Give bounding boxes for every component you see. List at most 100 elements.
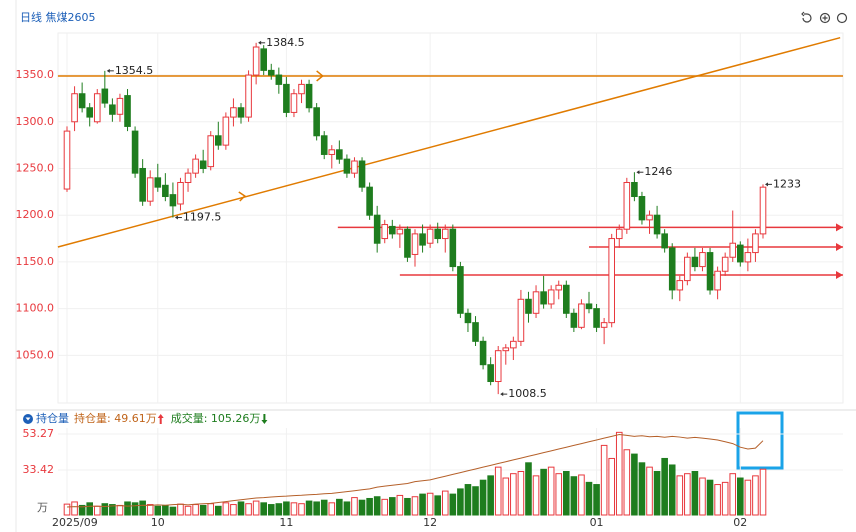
volume-bar <box>691 471 699 516</box>
candle-body <box>623 181 631 230</box>
volume-bar <box>78 504 86 516</box>
extreme-label: 1246 <box>644 165 672 178</box>
candle-body <box>177 181 184 205</box>
x-tick-label: 2025/09 <box>52 516 98 529</box>
candle-body <box>449 228 457 268</box>
candle-body <box>419 233 426 246</box>
volume-bar <box>358 499 366 516</box>
candle-body <box>510 340 517 349</box>
candle-body <box>479 340 487 366</box>
marker-arrow <box>500 392 504 397</box>
candle-body <box>706 252 714 291</box>
volume-bar <box>593 484 600 516</box>
volume-bar <box>351 497 358 516</box>
volume-bar <box>555 473 563 516</box>
zoom-out-icon[interactable] <box>836 12 848 24</box>
volume-bar <box>154 505 162 516</box>
candle-body <box>563 284 570 314</box>
volume-bar <box>336 498 343 516</box>
candle-body <box>366 186 373 216</box>
candle-body <box>638 196 646 221</box>
volume-bar <box>290 502 298 516</box>
candle-body <box>320 135 328 155</box>
volume-bar <box>298 503 305 516</box>
volume-bar <box>177 503 184 516</box>
volume-bar <box>313 501 320 516</box>
volume-bar <box>192 504 199 516</box>
candle-body <box>532 291 540 314</box>
candle-body <box>162 184 169 198</box>
volume-bar <box>479 479 487 516</box>
volume-bar <box>737 477 744 516</box>
y-tick-label: 1250.0 <box>16 161 55 174</box>
volume-bar <box>389 497 396 516</box>
candle-body <box>684 256 691 282</box>
x-tick-label: 10 <box>151 516 165 529</box>
toolbar[interactable] <box>801 11 848 24</box>
candle-body <box>653 214 661 235</box>
candle-body <box>389 225 396 235</box>
volume-bar <box>646 466 653 516</box>
candle-body <box>192 158 199 174</box>
volume-bar <box>608 457 615 516</box>
marker-arrow <box>106 68 110 73</box>
candle-body <box>494 350 502 383</box>
candle-body <box>237 107 245 118</box>
volume-bar <box>676 475 684 516</box>
candle-body <box>668 247 676 291</box>
undo-icon[interactable] <box>801 11 812 23</box>
marker-arrow <box>258 40 262 45</box>
volume-bar <box>684 473 691 516</box>
volume-bar <box>517 471 525 516</box>
y-tick-label: 1300.0 <box>16 115 55 128</box>
zoom-in-icon[interactable] <box>819 12 831 24</box>
volume-bar <box>525 462 532 516</box>
volume-bar <box>752 475 759 516</box>
candle-body <box>721 256 729 272</box>
volume-bar <box>373 496 381 516</box>
candle-body <box>759 186 767 235</box>
candle-body <box>381 224 389 240</box>
candle-body <box>109 104 116 115</box>
volume-bar <box>699 477 706 516</box>
volume-bar <box>109 504 116 516</box>
volume-bar <box>729 473 737 516</box>
readout-arrow <box>261 414 268 424</box>
lower-legend-toggle[interactable] <box>23 414 33 424</box>
volume-bar <box>343 501 351 516</box>
volume-bar <box>464 484 472 516</box>
volume-bar <box>615 431 623 516</box>
candle-body <box>457 266 464 314</box>
zoom-in-plus <box>822 15 828 21</box>
volume-bar <box>131 502 139 516</box>
y-tick-label: 1350.0 <box>16 68 55 81</box>
volume-bar <box>245 503 252 516</box>
volume-bar <box>472 486 479 516</box>
volume-bar <box>600 444 608 516</box>
volume-bar <box>434 495 441 516</box>
volume-bar <box>494 466 502 516</box>
candle-body <box>737 244 744 263</box>
chart-title: 日线 焦煤2605 <box>20 10 96 24</box>
volume-bar <box>283 501 290 516</box>
candle-body <box>207 135 215 168</box>
volume-bar <box>547 466 555 516</box>
readout-arrow <box>157 414 164 424</box>
candle-body <box>404 228 411 258</box>
candle-body <box>328 149 336 155</box>
volume-bar <box>631 453 638 516</box>
volume-bar <box>570 476 578 516</box>
candle-body <box>275 74 283 85</box>
marker-arrow <box>636 170 640 175</box>
volume-bar <box>101 503 109 516</box>
volume-bar <box>714 484 721 516</box>
lower-legend[interactable]: 持仓量 <box>36 411 69 425</box>
volume-bar <box>426 492 434 516</box>
volume-bar <box>759 468 767 516</box>
candle-body <box>502 347 510 352</box>
candle-body <box>63 130 71 190</box>
candle-body <box>600 322 608 328</box>
volume-bar <box>661 457 668 516</box>
volume-bar <box>668 464 676 516</box>
